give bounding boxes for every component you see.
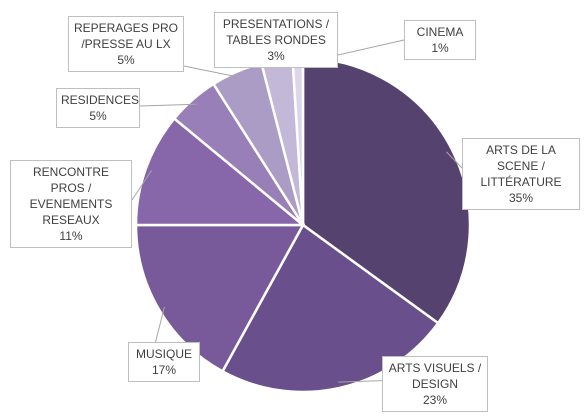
data-label: RESIDENCES 5% — [56, 88, 140, 128]
label-value: 3% — [267, 49, 285, 63]
data-label: ARTS VISUELS / DESIGN 23% — [382, 356, 488, 412]
label-value: 1% — [431, 41, 449, 55]
data-label: CINEMA 1% — [404, 20, 476, 60]
leader-line — [183, 65, 240, 78]
pie-slice — [134, 116, 307, 227]
label-value: 11% — [59, 229, 83, 243]
label-category: PRESENTATIONS / TABLES RONDES — [222, 17, 330, 47]
data-label: REPERAGES PRO /PRESSE AU LX 5% — [68, 16, 184, 72]
label-category: REPERAGES PRO /PRESSE AU LX — [73, 21, 179, 51]
pie-slice — [134, 223, 306, 374]
label-value: 17% — [151, 363, 177, 377]
data-label: RENCONTRE PROS / EVENEMENTS RESEAUX 11% — [10, 160, 132, 248]
label-value: 5% — [89, 109, 107, 123]
label-value: 23% — [422, 393, 448, 407]
label-category: ARTS DE LA SCENE / LITTÉRATURE — [480, 143, 562, 189]
label-value: 35% — [508, 191, 534, 205]
pie-slice — [220, 223, 440, 394]
data-label: MUSIQUE 17% — [128, 342, 200, 382]
label-category: MUSIQUE — [135, 347, 192, 361]
label-category: CINEMA — [416, 25, 464, 39]
label-category: ARTS VISUELS / DESIGN — [388, 361, 482, 391]
leader-line — [446, 151, 463, 169]
label-category: RESIDENCES — [61, 93, 140, 107]
label-value: 5% — [117, 53, 135, 67]
leader-line — [131, 170, 152, 201]
pie-slice — [301, 56, 472, 325]
leader-line — [154, 306, 165, 345]
leader-line — [139, 103, 197, 107]
data-label: ARTS DE LA SCENE / LITTÉRATURE 35% — [462, 138, 580, 210]
label-category: RENCONTRE PROS / EVENEMENTS RESEAUX — [29, 165, 113, 227]
data-label: PRESENTATIONS / TABLES RONDES 3% — [214, 12, 338, 68]
